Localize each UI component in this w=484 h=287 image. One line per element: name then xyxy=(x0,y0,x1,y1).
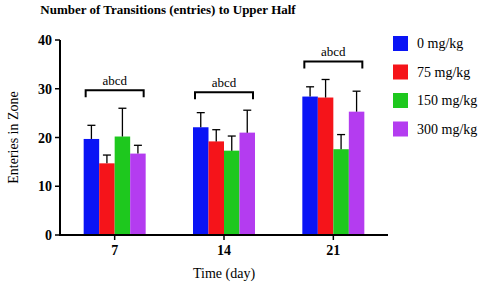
error-stem xyxy=(247,110,248,132)
chart: Number of Transitions (entries) to Upper… xyxy=(0,0,484,287)
legend-label: 75 mg/kg xyxy=(417,65,470,80)
error-bar xyxy=(134,145,142,153)
error-cap xyxy=(212,129,220,130)
error-bar xyxy=(353,91,361,111)
error-stem xyxy=(231,136,232,151)
error-stem xyxy=(137,145,138,153)
bar xyxy=(130,154,146,235)
error-cap xyxy=(243,110,251,111)
title: Number of Transitions (entries) to Upper… xyxy=(40,2,296,17)
legend-swatch xyxy=(393,93,408,108)
error-cap xyxy=(118,108,126,109)
error-bar xyxy=(322,79,330,97)
error-cap xyxy=(197,112,205,113)
bracket xyxy=(195,92,253,99)
bracket xyxy=(86,90,144,97)
legend-swatch xyxy=(393,65,408,80)
y-tick-label: 0 xyxy=(45,228,52,243)
y-axis xyxy=(59,40,61,236)
error-bar xyxy=(243,110,251,132)
error-bar xyxy=(103,155,111,163)
x-axis-label: Time (day) xyxy=(193,266,255,282)
error-cap xyxy=(337,134,345,135)
bars xyxy=(84,79,365,235)
error-bar xyxy=(87,125,95,139)
legend-label: 300 mg/kg xyxy=(417,122,477,137)
error-stem xyxy=(106,155,107,163)
error-cap xyxy=(306,86,314,87)
error-stem xyxy=(356,91,357,111)
bar xyxy=(193,127,209,235)
legend-label: 0 mg/kg xyxy=(417,36,463,51)
bar xyxy=(302,97,318,235)
error-stem xyxy=(325,79,326,97)
error-bar xyxy=(228,136,236,151)
error-bar xyxy=(197,113,205,128)
bar xyxy=(99,163,115,235)
y-tick-label: 30 xyxy=(38,82,52,97)
error-cap xyxy=(134,145,142,146)
error-stem xyxy=(216,130,217,142)
error-bar xyxy=(212,130,220,142)
bar xyxy=(84,139,100,235)
error-bar xyxy=(118,108,126,136)
x-tick-label: 21 xyxy=(326,243,340,258)
x-tick-label: 14 xyxy=(217,243,231,258)
bar xyxy=(318,98,334,235)
error-cap xyxy=(87,125,95,126)
x-tick xyxy=(114,235,116,240)
bar xyxy=(333,149,349,235)
x-tick xyxy=(223,235,225,240)
bar xyxy=(115,137,130,235)
legend-swatch xyxy=(393,122,408,137)
error-stem xyxy=(122,108,123,136)
error-cap xyxy=(228,135,236,136)
error-bar xyxy=(306,87,314,97)
y-tick-label: 40 xyxy=(38,33,52,48)
bracket xyxy=(304,61,362,68)
error-stem xyxy=(200,113,201,128)
error-bar xyxy=(337,135,345,150)
annotation: abcd xyxy=(212,75,237,90)
bar xyxy=(209,141,225,235)
y-axis-label: Enteries in Zone xyxy=(6,91,21,184)
bar xyxy=(240,133,256,235)
annotation: abcd xyxy=(102,73,127,88)
error-stem xyxy=(91,125,92,139)
error-stem xyxy=(309,87,310,97)
y-tick-label: 20 xyxy=(38,131,52,146)
error-stem xyxy=(340,135,341,150)
error-cap xyxy=(353,91,361,92)
y-tick-label: 10 xyxy=(38,179,52,194)
x-tick-label: 7 xyxy=(111,243,118,258)
bar xyxy=(224,151,240,235)
error-cap xyxy=(322,79,330,80)
x-tick xyxy=(333,235,335,240)
error-cap xyxy=(103,154,111,155)
legend-label: 150 mg/kg xyxy=(417,93,477,108)
annotation: abcd xyxy=(321,44,346,59)
bar xyxy=(349,112,365,235)
legend-swatch xyxy=(393,36,408,51)
